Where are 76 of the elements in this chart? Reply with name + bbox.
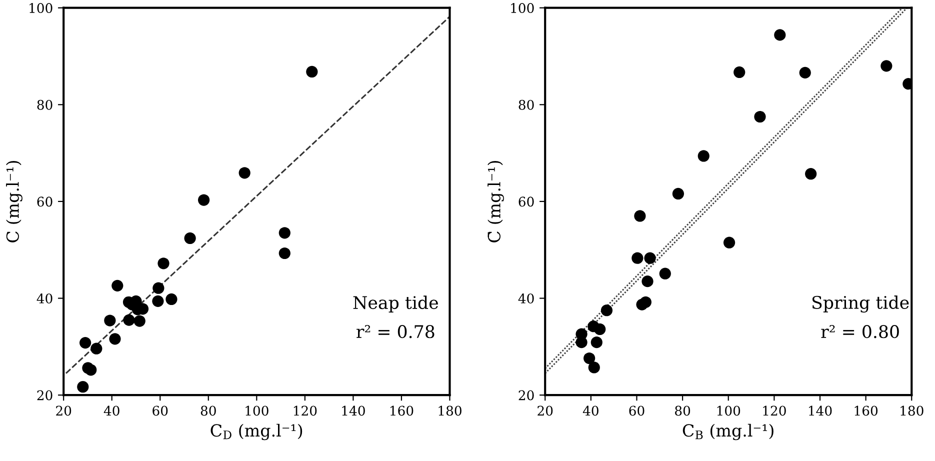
point [184, 232, 196, 244]
x-tick-label: 120 [294, 406, 317, 416]
point [123, 314, 135, 326]
point [77, 381, 89, 393]
y-tick-label: 100 [511, 3, 534, 14]
point [734, 66, 746, 78]
x-tick-label: 180 [438, 406, 462, 416]
x-tick-label: 100 [246, 406, 268, 416]
x-tick-label: 20 [56, 406, 72, 416]
point [198, 194, 210, 206]
point [588, 362, 600, 374]
point [278, 247, 290, 260]
point [79, 336, 92, 349]
y-axis-title: C (mg.l⁻¹) [6, 160, 22, 242]
point [600, 304, 613, 316]
x-tick-label: 40 [104, 406, 120, 416]
point [134, 315, 146, 327]
y-tick-label: 60 [518, 196, 534, 207]
point [659, 268, 671, 280]
point [109, 333, 121, 345]
annotation: Neap tide [353, 296, 438, 312]
point [799, 66, 811, 79]
point [158, 258, 170, 270]
point [642, 276, 654, 288]
annotation: Spring tide [812, 296, 909, 313]
y-axis-title: C̄ (mg.l⁻¹) [488, 160, 504, 242]
x-tick-label: 60 [152, 406, 168, 416]
x-axis-title: C$_{D}$ (mg.l⁻¹) [210, 424, 302, 440]
x-tick-label: 20 [538, 406, 553, 416]
point [112, 280, 124, 292]
point [805, 168, 817, 180]
x-tick-label: 80 [200, 406, 216, 416]
annotation: r² = 0.78 [356, 325, 434, 338]
point [672, 188, 684, 200]
x-axis-title: C$_{B}$ (mg.l⁻¹) [682, 424, 774, 440]
y-tick-label: 40 [518, 293, 534, 304]
point [590, 336, 602, 348]
point [880, 60, 892, 72]
point [584, 352, 596, 364]
point [723, 236, 736, 248]
point [698, 150, 710, 162]
x-tick-label: 140 [809, 406, 832, 416]
point [152, 295, 164, 307]
point [104, 314, 116, 326]
y-tick-label: 80 [37, 100, 52, 110]
y-tick-label: 80 [518, 100, 534, 110]
x-tick-label: 40 [582, 406, 598, 416]
point [90, 342, 102, 354]
x-tick-label: 120 [763, 406, 786, 416]
point [644, 252, 656, 264]
point [632, 252, 644, 264]
point [278, 227, 290, 239]
point [152, 282, 164, 294]
y-tick-label: 100 [30, 3, 52, 14]
point [306, 66, 318, 78]
x-tick-label: 160 [854, 406, 878, 416]
y-tick-label: 20 [518, 390, 534, 400]
x-tick-label: 100 [717, 406, 740, 416]
y-tick-label: 20 [37, 390, 52, 400]
x-tick-label: 180 [900, 406, 924, 416]
x-tick-label: 80 [675, 406, 690, 416]
point [634, 210, 646, 222]
x-tick-label: 140 [342, 406, 365, 416]
point [594, 323, 606, 336]
point [166, 293, 178, 306]
point [636, 298, 648, 310]
point [774, 29, 786, 41]
y-tick-label: 60 [37, 196, 52, 207]
point [238, 167, 250, 179]
x-tick-label: 160 [390, 406, 414, 416]
point [754, 110, 766, 123]
point [85, 364, 97, 376]
y-tick-label: 40 [36, 293, 52, 304]
annotation: r² = 0.80 [821, 325, 899, 338]
x-tick-label: 60 [629, 406, 644, 416]
point [576, 336, 588, 348]
